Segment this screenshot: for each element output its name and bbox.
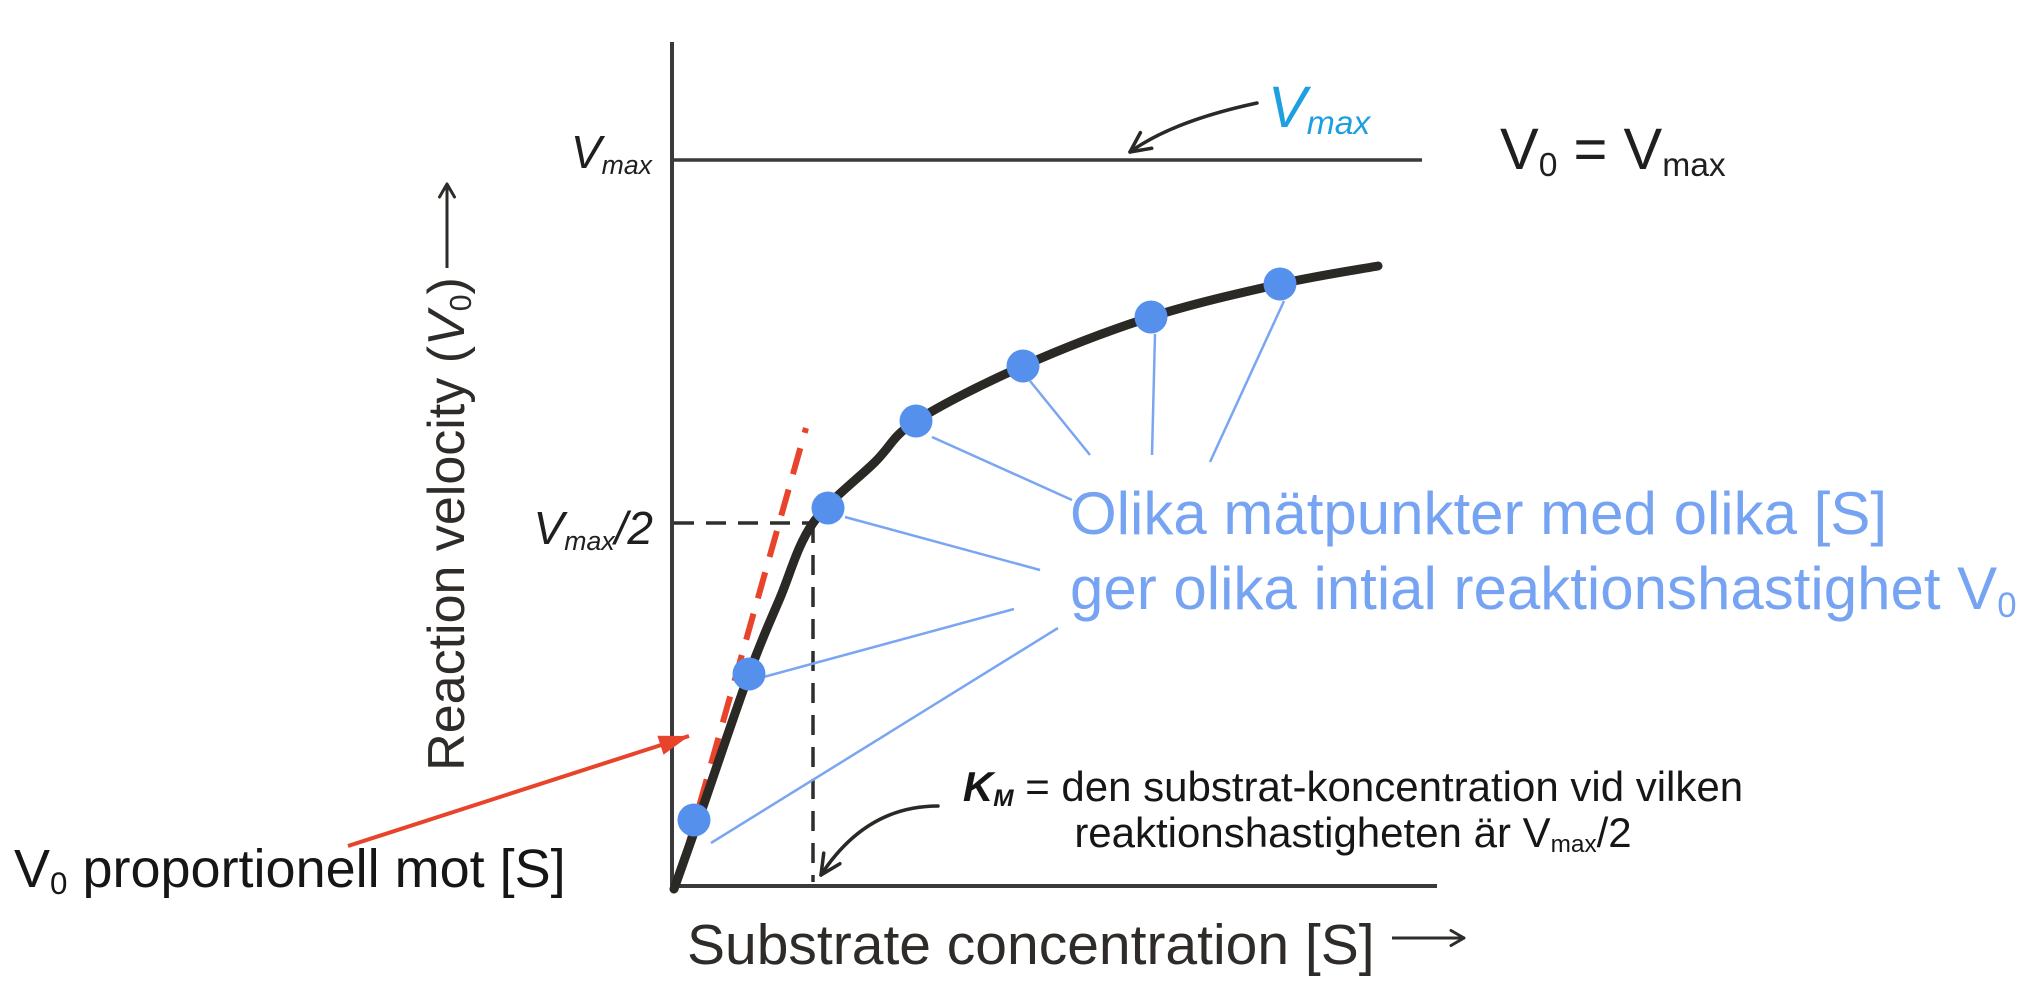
y-axis-title-v: V <box>418 311 476 346</box>
v0-eq-sub1: 0 <box>1538 147 1558 185</box>
y-axis-arrow-head <box>438 182 456 199</box>
vmax-callout-arrow-head <box>1128 130 1154 154</box>
y-axis-title-text: Reaction velocity ( <box>418 345 476 771</box>
measurement-note-line1-text: Olika mätpunkter med olika [S] <box>1070 480 1888 547</box>
vmax-tick-sub: max <box>601 149 652 180</box>
connector-line <box>1150 333 1157 456</box>
v0-eq-v1: V <box>1500 117 1539 182</box>
data-point-dot <box>1134 300 1168 334</box>
connector-line <box>844 515 1041 572</box>
connector-line <box>1208 300 1286 463</box>
km-note-line1: KM = den substrat-koncentration vid vilk… <box>958 763 1748 813</box>
y-axis-title: Reaction velocity (V0) <box>417 277 478 771</box>
data-point-dot <box>811 491 845 525</box>
km-note-arrow <box>819 804 940 877</box>
vmax-tick-v: V <box>570 126 602 178</box>
data-point-dot <box>1006 349 1040 383</box>
measurement-note-line2: ger olika intial reaktionshastighet V0 <box>1070 551 2017 626</box>
km-note-arrow-head <box>819 851 842 877</box>
red-arrow-line <box>347 734 690 848</box>
vmax-callout-sub: max <box>1306 105 1371 143</box>
vmax-half-tick-post: /2 <box>614 502 653 554</box>
v0-prop-sub: 0 <box>50 865 68 901</box>
red-arrowhead <box>657 735 689 755</box>
vmax-tick-label: Vmax <box>571 125 652 179</box>
vmax-callout-v: V <box>1268 75 1307 140</box>
initial-slope-tangent <box>673 427 809 889</box>
connector-line <box>1029 380 1091 456</box>
v0-equals-vmax-label: V0 = Vmax <box>1500 116 1726 183</box>
v0-prop-v: V <box>14 839 51 899</box>
connector-line <box>710 626 1059 845</box>
y-axis-title-sub: 0 <box>444 294 478 312</box>
km-note-line1-text: = den substrat-koncentration vid vilken <box>1013 763 1744 810</box>
vmax-half-tick-sub: max <box>564 525 615 556</box>
connector-line <box>931 435 1073 502</box>
km-note-line2-post: /2 <box>1596 809 1632 856</box>
km-symbol: KM <box>962 763 1014 813</box>
v0-eq-mid: = <box>1557 117 1624 182</box>
km-definition-note: KM = den substrat-koncentration vid vilk… <box>958 763 1748 859</box>
x-axis-title-text: Substrate concentration [S] <box>687 913 1375 977</box>
data-point-dot <box>899 404 933 438</box>
km-note-line2-sub: max <box>1550 831 1597 859</box>
vmax-half-tick-v: V <box>533 502 565 554</box>
measurement-note-line2-text: ger olika intial reaktionshastighet V <box>1070 555 1998 622</box>
connector-line <box>759 607 1015 680</box>
x-axis-title: Substrate concentration [S] <box>687 912 1375 978</box>
data-point-dot <box>732 657 766 691</box>
vmax-half-tick-label: Vmax/2 <box>534 501 653 555</box>
km-symbol-sub: M <box>993 785 1014 813</box>
data-point-dot <box>677 803 711 837</box>
vmax-callout-arrow <box>1128 101 1259 154</box>
km-note-line2: reaktionshastigheten är Vmax/2 <box>958 809 1748 859</box>
v0-eq-v2: V <box>1623 117 1663 182</box>
y-axis-title-close: ) <box>418 277 476 295</box>
x-axis-arrow-head <box>1449 929 1466 947</box>
measurement-note-line1: Olika mätpunkter med olika [S] <box>1070 476 2017 551</box>
km-note-line2-text: reaktionshastigheten är V <box>1074 809 1551 856</box>
v0-proportional-note: V0 proportionell mot [S] <box>14 838 566 900</box>
measurement-note-line2-sub: 0 <box>1997 585 2017 625</box>
v0-eq-sub2: max <box>1662 147 1726 185</box>
vmax-callout-label: Vmax <box>1268 74 1370 141</box>
michaelis-menten-curve <box>669 261 1383 894</box>
v0-prop-text: proportionell mot [S] <box>67 839 566 899</box>
data-point-dot <box>1263 267 1297 301</box>
km-symbol-k: K <box>962 763 994 810</box>
measurement-points-note: Olika mätpunkter med olika [S] ger olika… <box>1070 476 2017 626</box>
